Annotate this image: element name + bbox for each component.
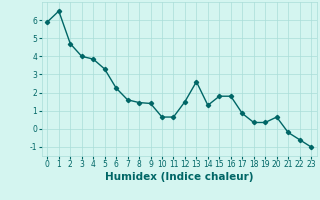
X-axis label: Humidex (Indice chaleur): Humidex (Indice chaleur) <box>105 172 253 182</box>
